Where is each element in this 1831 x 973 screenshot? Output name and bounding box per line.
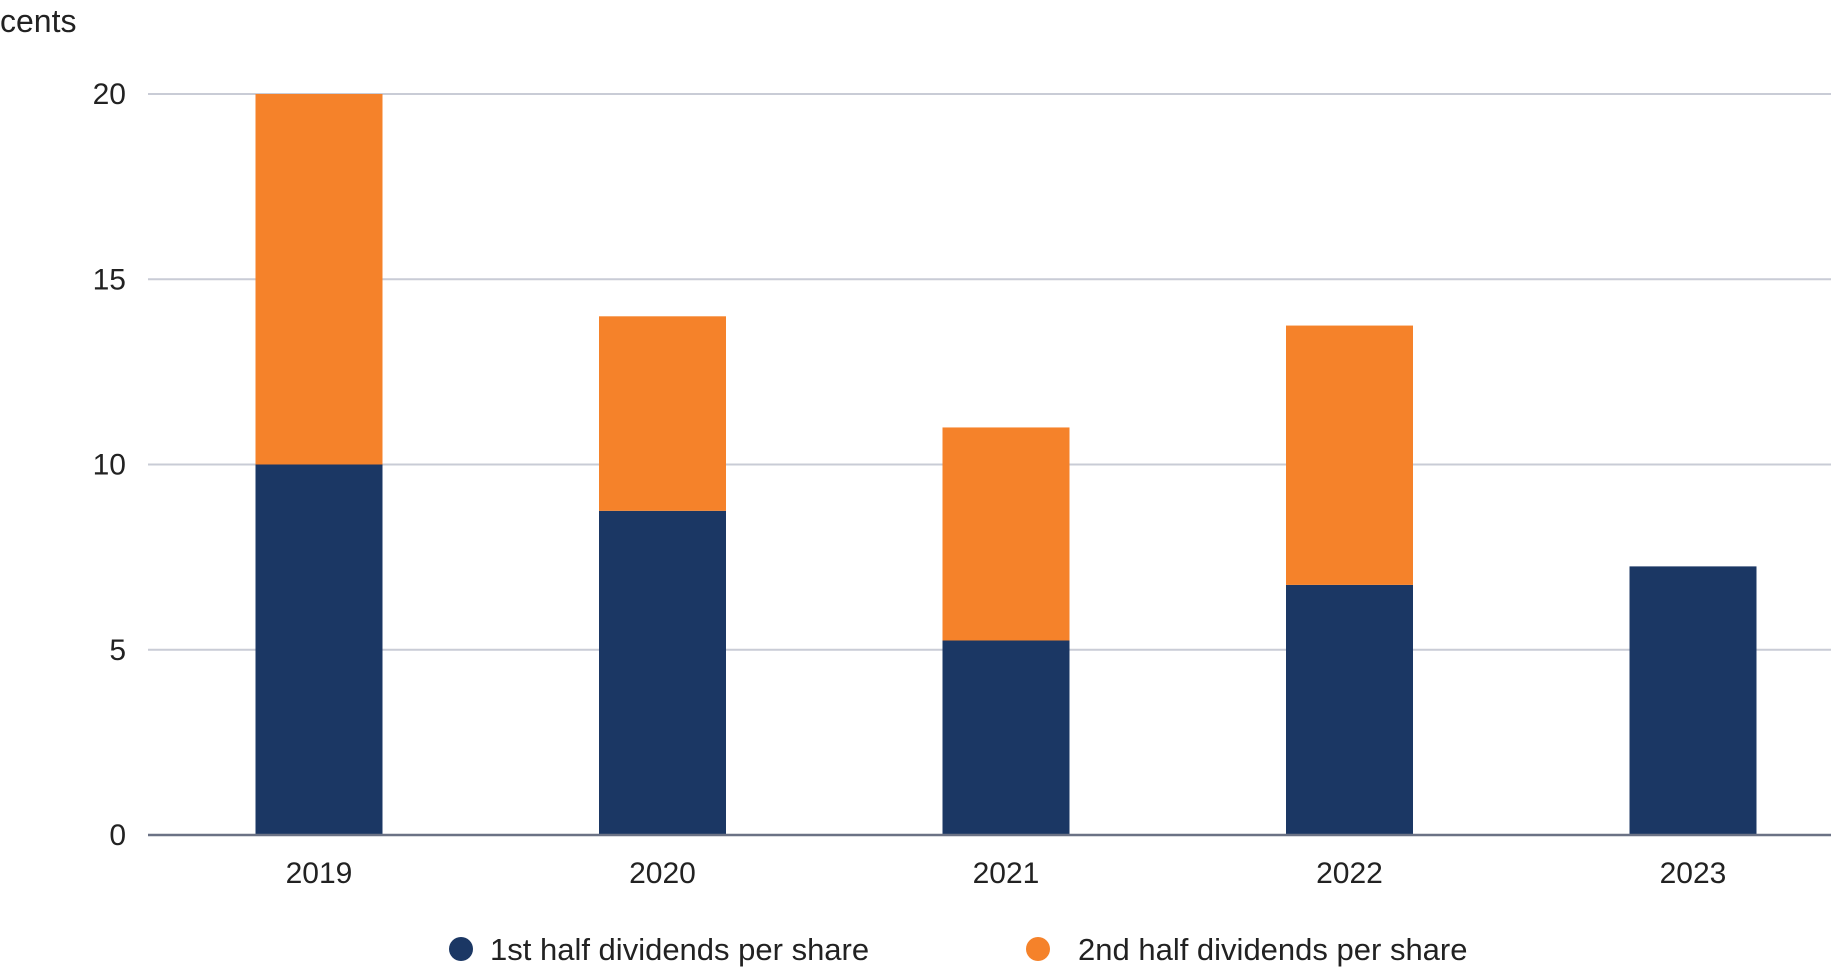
legend-label-series-1: 1st half dividends per share — [490, 932, 869, 967]
bar-2021-series-2 — [942, 427, 1070, 641]
bar-2019-series-2 — [255, 94, 383, 465]
x-tick-label: 2023 — [1660, 857, 1727, 890]
y-tick-label: 20 — [93, 78, 126, 111]
x-tick-label: 2019 — [286, 857, 353, 890]
bar-2022-series-2 — [1286, 325, 1413, 585]
bar-series — [255, 94, 1757, 835]
bar-2020-series-2 — [599, 316, 726, 511]
y-axis-unit-label: cents — [0, 3, 76, 39]
x-axis-ticks: 2019 2020 2021 2022 2023 — [286, 857, 1727, 890]
y-tick-label: 15 — [93, 263, 126, 296]
x-tick-label: 2022 — [1316, 857, 1383, 890]
legend: 1st half dividends per share 2nd half div… — [449, 932, 1467, 967]
legend-swatch-series-1 — [449, 937, 473, 961]
y-tick-label: 5 — [109, 634, 126, 667]
y-axis-ticks: 0 5 10 15 20 — [93, 78, 126, 852]
bar-2022-series-1 — [1286, 584, 1413, 835]
bar-2020-series-1 — [599, 510, 726, 835]
y-tick-label: 10 — [93, 449, 126, 482]
bar-2023-series-1 — [1629, 566, 1757, 835]
legend-label-series-2: 2nd half dividends per share — [1078, 932, 1467, 967]
bar-2019-series-1 — [255, 464, 383, 835]
bar-2021-series-1 — [942, 640, 1070, 835]
y-tick-label: 0 — [109, 819, 126, 852]
x-tick-label: 2021 — [973, 857, 1040, 890]
legend-swatch-series-2 — [1026, 937, 1050, 961]
x-tick-label: 2020 — [629, 857, 696, 890]
